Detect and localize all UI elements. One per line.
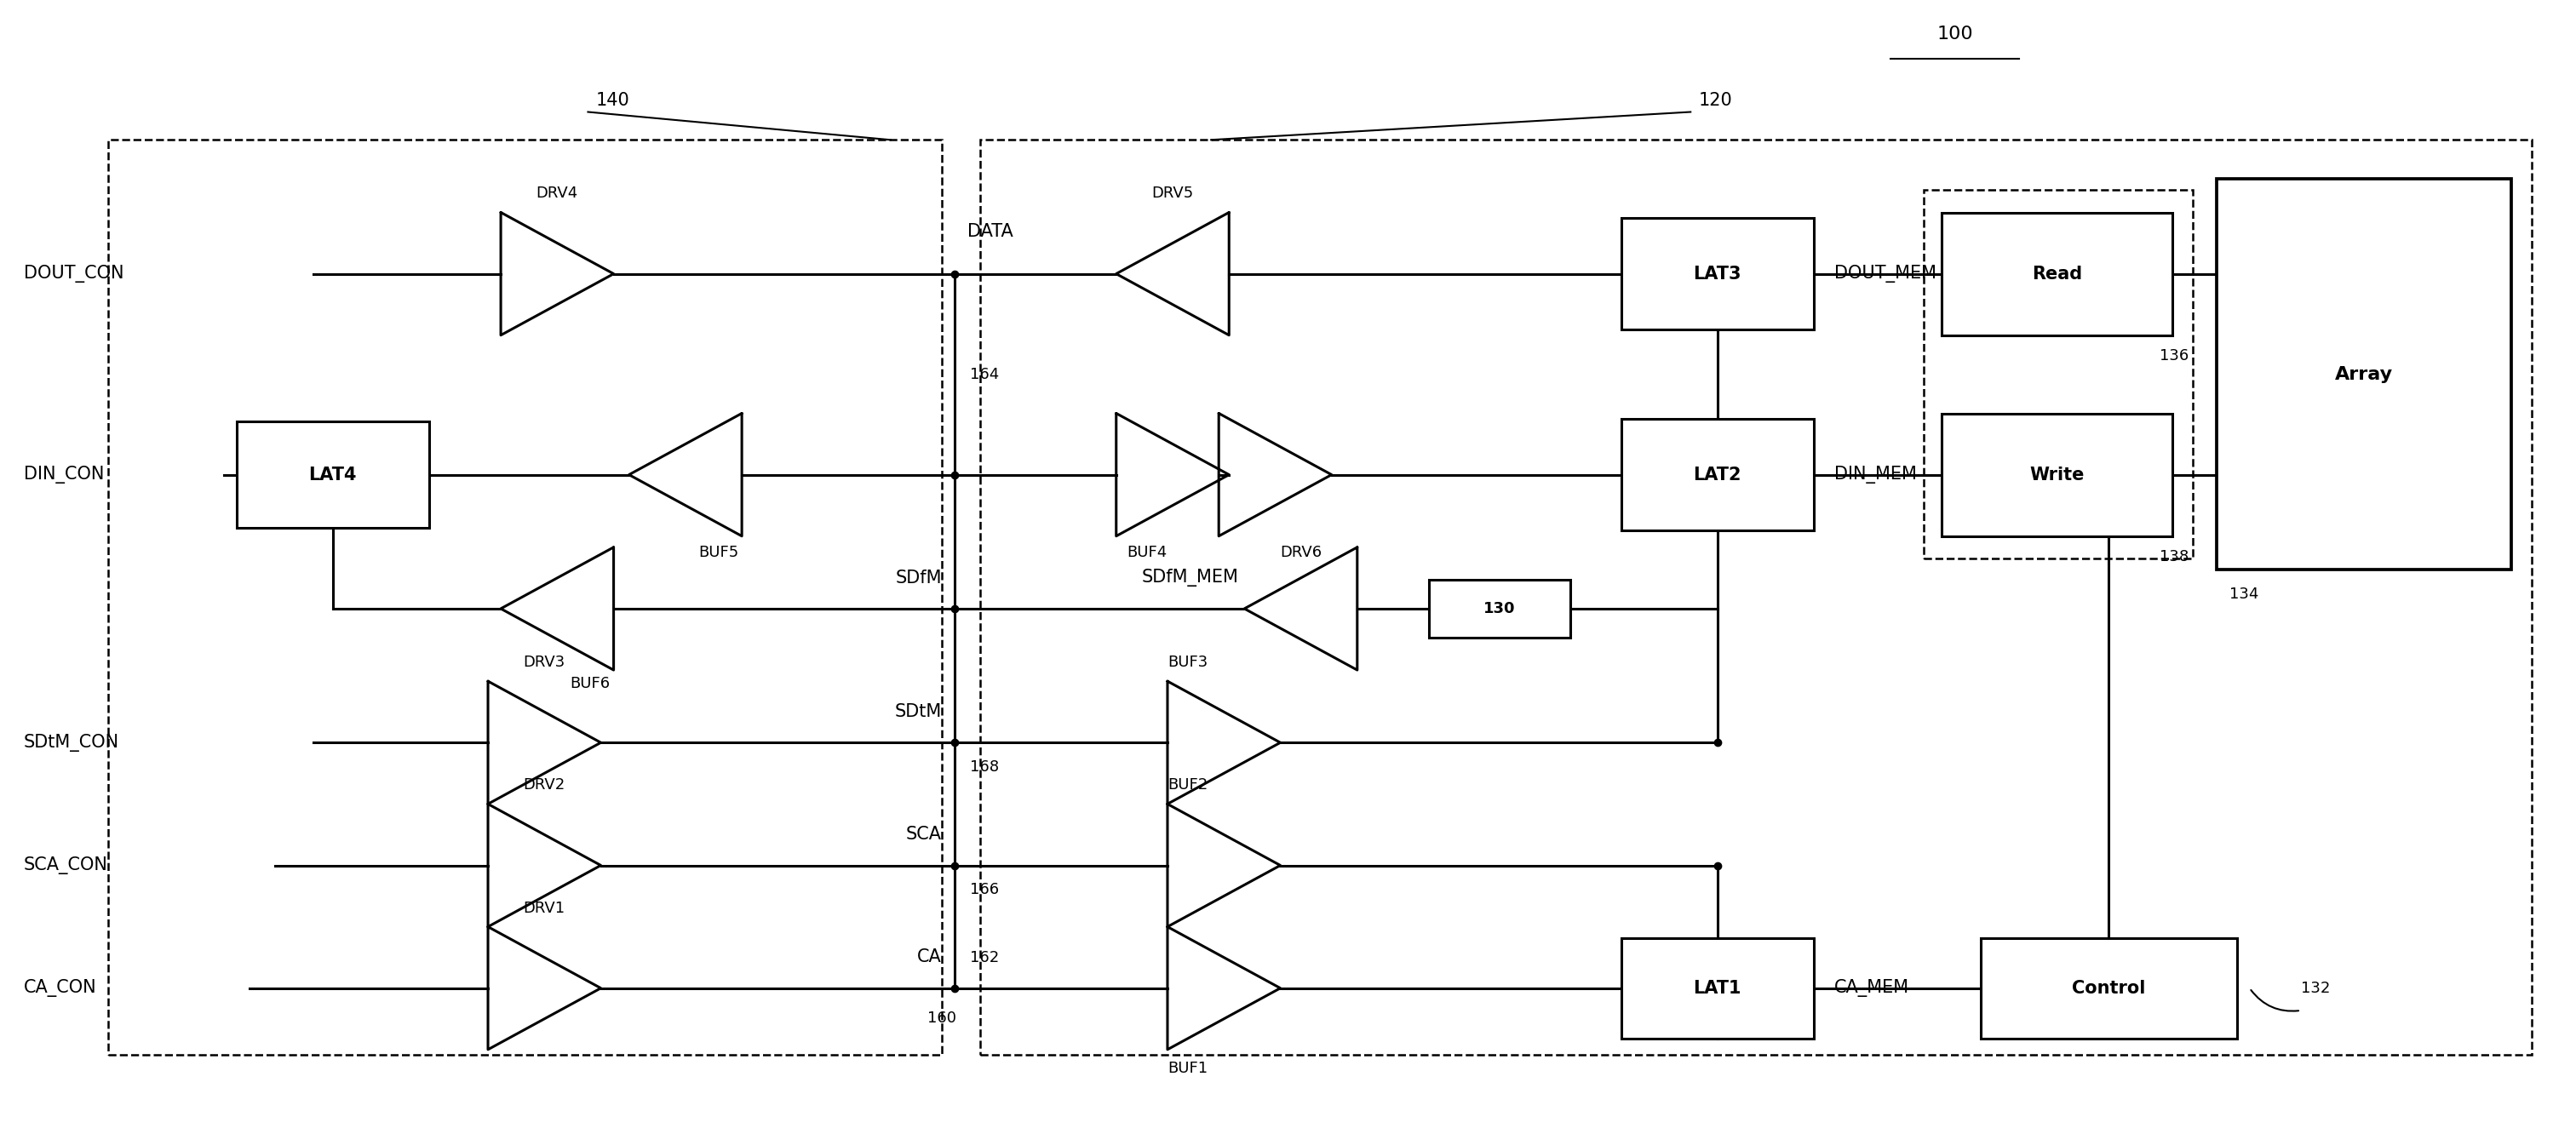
Text: SDtM_CON: SDtM_CON xyxy=(23,733,118,751)
Bar xyxy=(1942,212,2172,335)
Text: BUF5: BUF5 xyxy=(698,545,739,561)
Bar xyxy=(1620,418,1814,530)
Text: 168: 168 xyxy=(971,759,999,775)
Text: 140: 140 xyxy=(595,92,629,109)
Text: 166: 166 xyxy=(971,882,999,898)
Text: 164: 164 xyxy=(971,367,999,382)
Bar xyxy=(237,422,430,528)
Text: CA_CON: CA_CON xyxy=(23,979,98,997)
Text: DRV6: DRV6 xyxy=(1280,545,1321,561)
Text: LAT1: LAT1 xyxy=(1692,979,1741,997)
Text: 162: 162 xyxy=(971,951,999,966)
Text: DRV4: DRV4 xyxy=(536,186,577,201)
Bar xyxy=(981,140,2532,1055)
Text: DATA: DATA xyxy=(969,223,1012,240)
Text: DRV5: DRV5 xyxy=(1151,186,1193,201)
Text: SCA_CON: SCA_CON xyxy=(23,856,108,874)
Bar xyxy=(1620,937,1814,1039)
Text: Write: Write xyxy=(2030,466,2084,483)
Bar xyxy=(1430,580,1569,637)
Text: Read: Read xyxy=(2032,265,2081,282)
Bar xyxy=(2215,179,2512,570)
Text: 100: 100 xyxy=(1937,25,1973,43)
Bar xyxy=(1942,413,2172,536)
Text: SDfM_MEM: SDfM_MEM xyxy=(1141,569,1239,587)
Bar xyxy=(1924,191,2192,558)
Text: DIN_CON: DIN_CON xyxy=(23,466,103,484)
Bar xyxy=(1981,937,2236,1039)
Text: 130: 130 xyxy=(1484,601,1515,616)
Text: Array: Array xyxy=(2334,365,2393,382)
Text: DOUT_MEM: DOUT_MEM xyxy=(1834,265,1937,283)
Text: 136: 136 xyxy=(2159,349,2190,364)
Text: 132: 132 xyxy=(2300,980,2331,996)
Text: LAT4: LAT4 xyxy=(309,466,358,483)
Text: LAT3: LAT3 xyxy=(1692,265,1741,282)
Text: SCA: SCA xyxy=(907,826,943,843)
Text: BUF4: BUF4 xyxy=(1126,545,1167,561)
Text: 134: 134 xyxy=(2228,587,2259,601)
Text: SDtM: SDtM xyxy=(894,703,943,721)
Text: BUF3: BUF3 xyxy=(1167,654,1208,670)
Text: SDfM: SDfM xyxy=(896,570,943,587)
Text: DRV3: DRV3 xyxy=(523,654,564,670)
Text: CA_MEM: CA_MEM xyxy=(1834,979,1909,997)
Text: DRV2: DRV2 xyxy=(523,777,564,793)
Text: 120: 120 xyxy=(1698,92,1731,109)
Text: CA: CA xyxy=(917,949,943,966)
Bar xyxy=(1620,218,1814,329)
Text: BUF1: BUF1 xyxy=(1167,1060,1208,1076)
Text: Control: Control xyxy=(2071,979,2146,997)
Text: 160: 160 xyxy=(927,1011,956,1025)
Text: DOUT_CON: DOUT_CON xyxy=(23,265,124,283)
Text: DRV1: DRV1 xyxy=(523,900,564,916)
Text: 138: 138 xyxy=(2159,549,2190,565)
Text: LAT2: LAT2 xyxy=(1692,466,1741,483)
Text: DIN_MEM: DIN_MEM xyxy=(1834,466,1917,484)
Text: BUF2: BUF2 xyxy=(1167,777,1208,793)
Text: BUF6: BUF6 xyxy=(569,676,611,691)
Bar xyxy=(108,140,943,1055)
